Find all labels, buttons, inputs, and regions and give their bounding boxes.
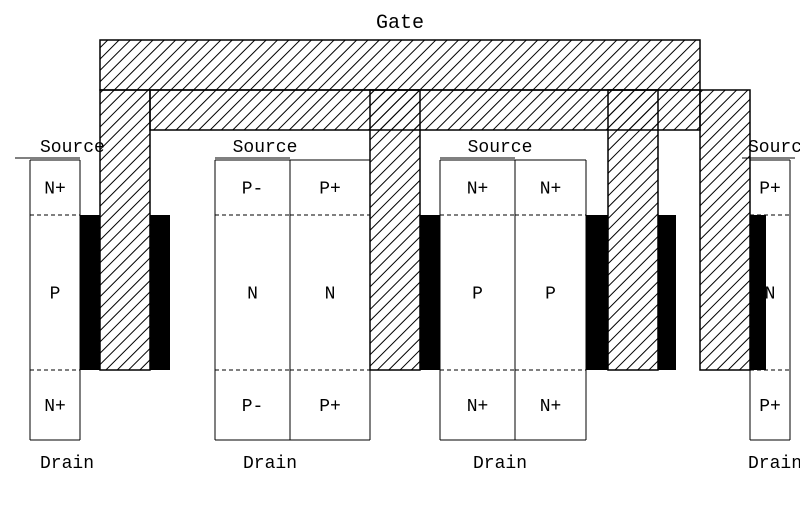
gate-left-arm	[100, 90, 150, 370]
gate-right-arm	[700, 90, 750, 370]
transistor-cross-section-diagram: Gate N+ P N+ P- N P- P+ N P+ N+ P N+ N+ P N+ P+ N P+ Source…	[0, 0, 800, 509]
oxide-bar-5	[750, 215, 766, 370]
oxide-bar-0	[80, 215, 100, 370]
col2a-bot-doping: P-	[242, 397, 264, 417]
col4-mid-doping: N	[765, 285, 776, 305]
col4-drain-label: Drain	[748, 454, 800, 474]
col1-mid-doping: P	[50, 285, 61, 305]
col2a-source-label: Source	[233, 138, 298, 158]
col3a-mid-doping: P	[472, 285, 483, 305]
col3a-source-label: Source	[468, 138, 533, 158]
gate-mid-right-arm	[608, 90, 658, 370]
col2b-drain-label: Drain	[243, 454, 297, 474]
col4-source-label: Source	[748, 138, 800, 158]
col1-top-doping: N+	[44, 180, 66, 200]
oxide-bar-3	[586, 215, 608, 370]
col2a-top-doping: P-	[242, 180, 264, 200]
col3b-bot-doping: N+	[540, 397, 562, 417]
col3b-top-doping: N+	[540, 180, 562, 200]
col2b-top-doping: P+	[319, 180, 341, 200]
oxide-bar-2	[420, 215, 440, 370]
col2b-mid-doping: N	[325, 285, 336, 305]
col4-bot-doping: P+	[759, 397, 781, 417]
col3a-top-doping: N+	[467, 180, 489, 200]
col3b-drain-label: Drain	[473, 454, 527, 474]
col4-top-doping: P+	[759, 180, 781, 200]
oxide-bar-4	[658, 215, 676, 370]
col1-bot-doping: N+	[44, 397, 66, 417]
col3a-bot-doping: N+	[467, 397, 489, 417]
gate-top-bar	[100, 40, 700, 90]
col2a-mid-doping: N	[247, 285, 258, 305]
oxide-bar-1	[150, 215, 170, 370]
gate-mid-left-arm	[370, 90, 420, 370]
col1-drain-label: Drain	[40, 454, 94, 474]
col2b-bot-doping: P+	[319, 397, 341, 417]
gate-title: Gate	[376, 12, 424, 35]
col3b-mid-doping: P	[545, 285, 556, 305]
col1-source-label: Source	[40, 138, 105, 158]
